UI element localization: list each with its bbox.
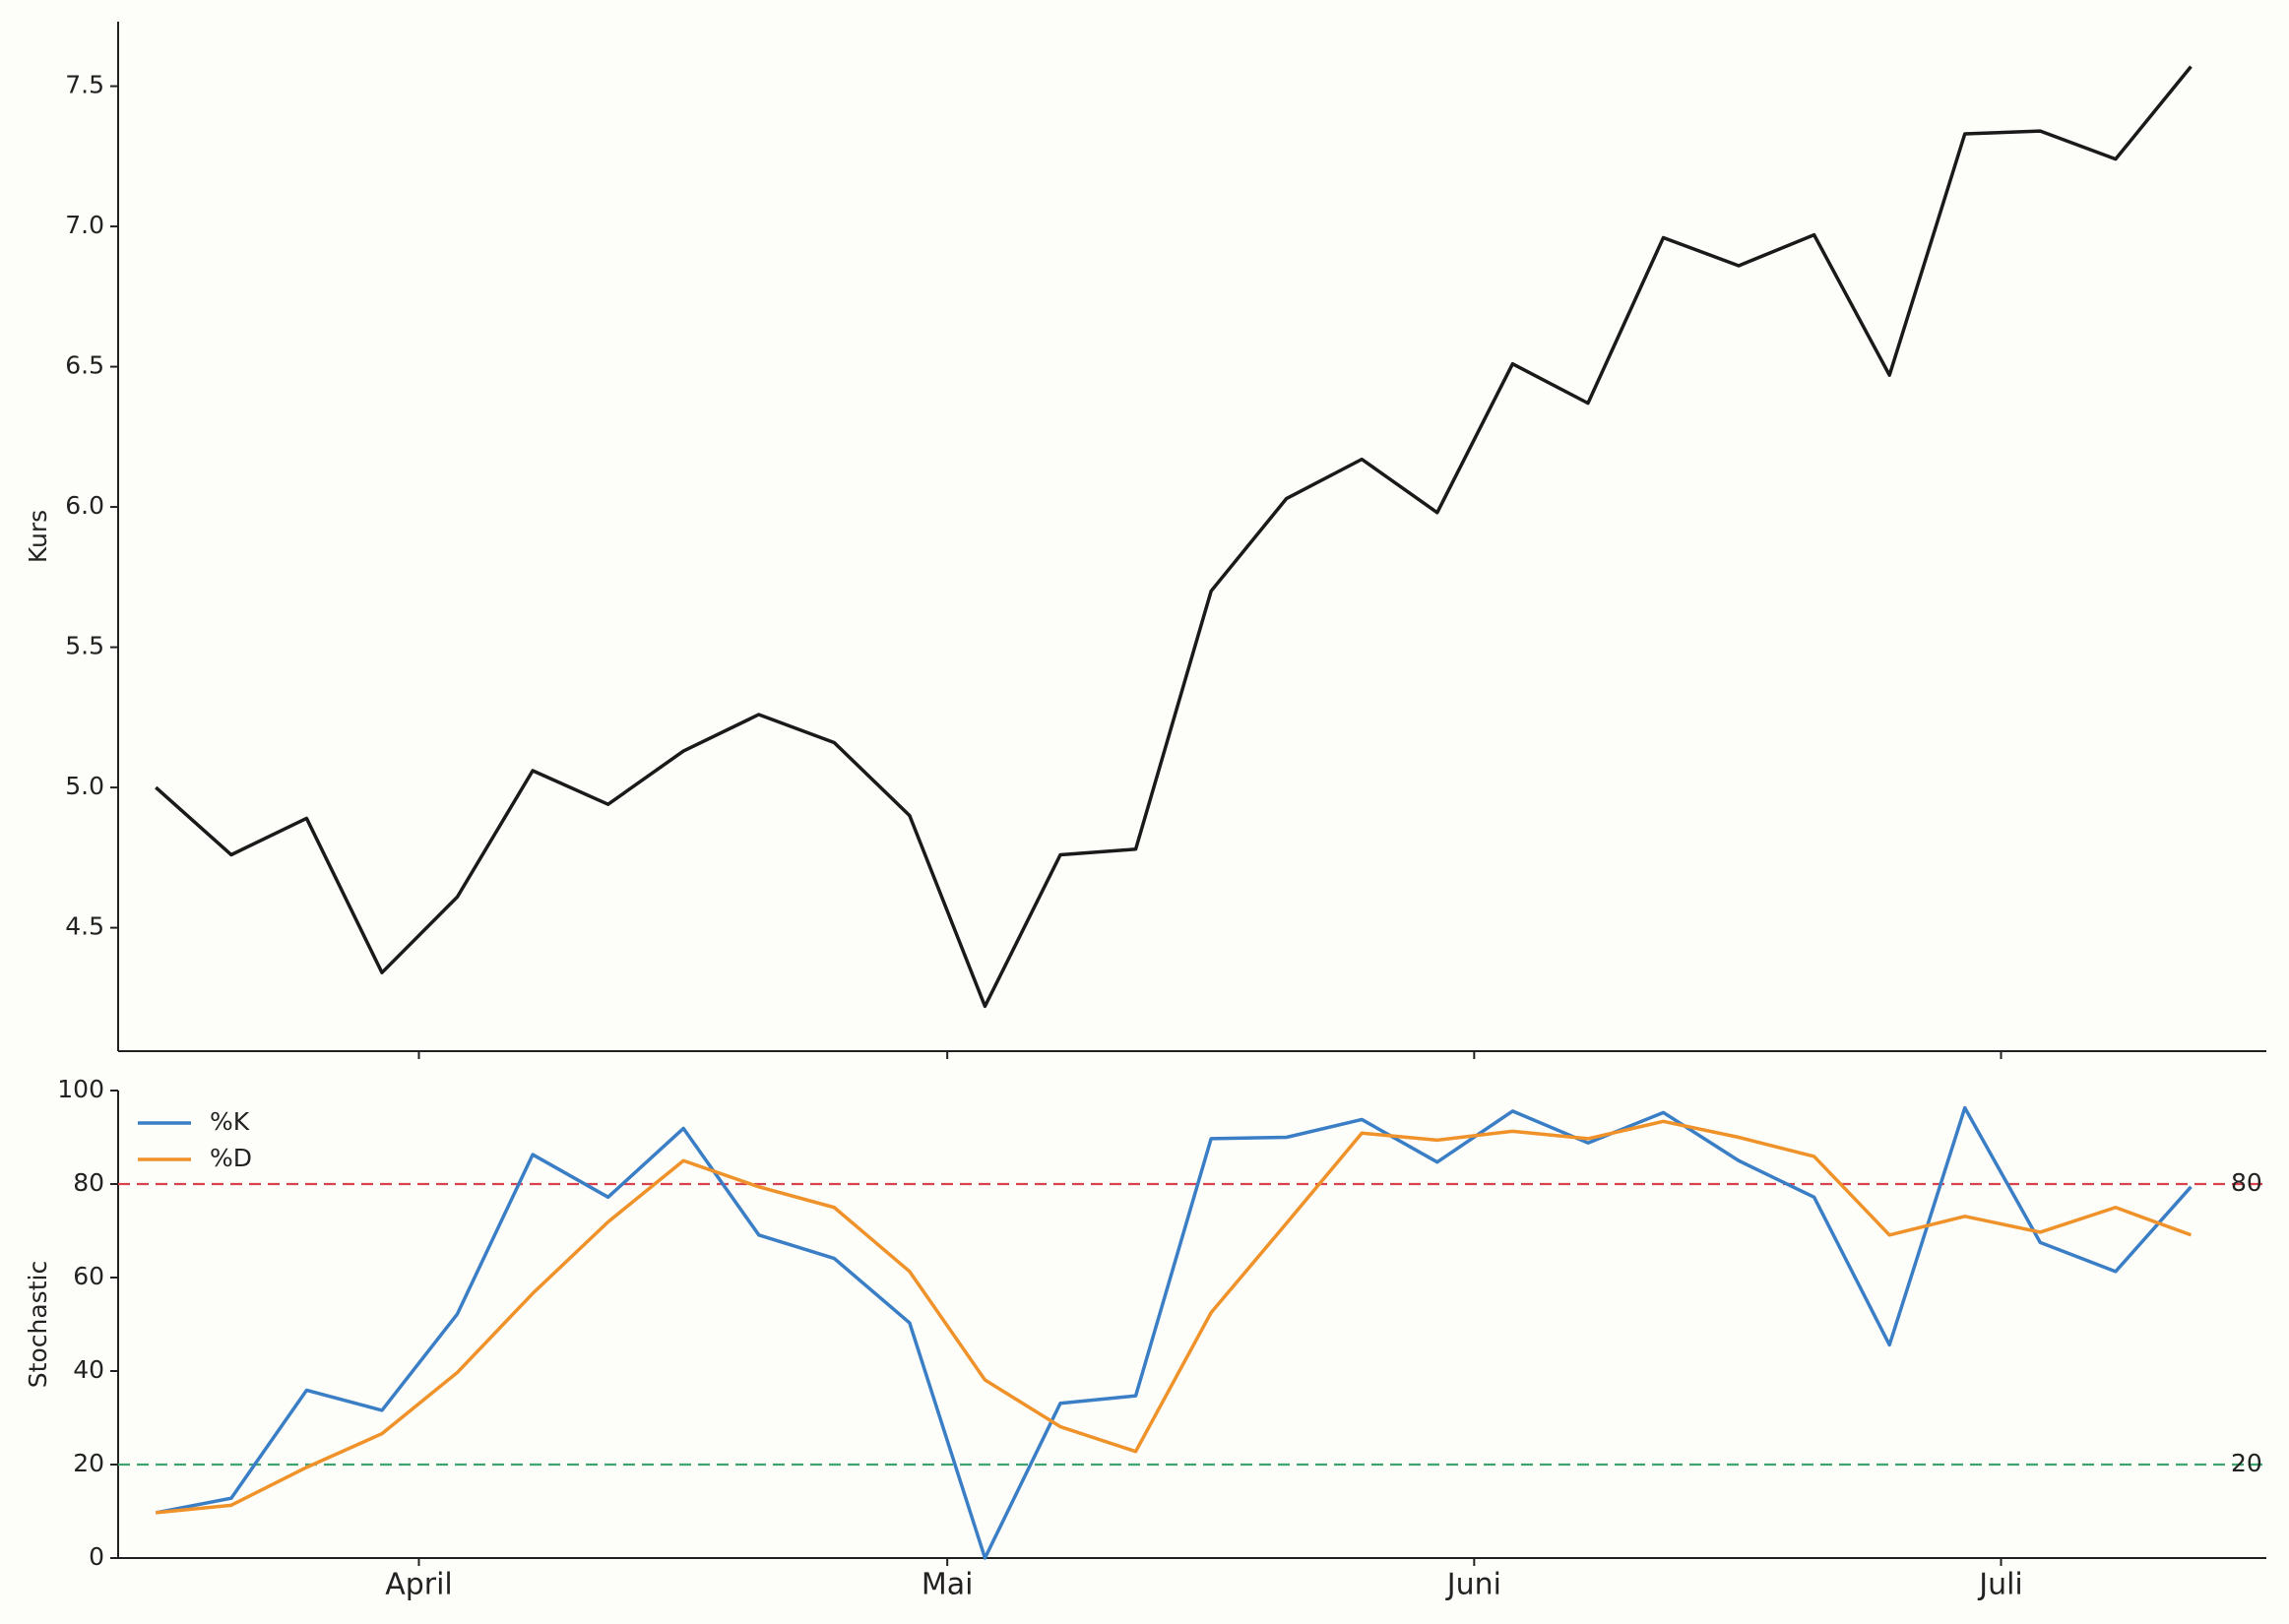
x-tick-label: Juni (1445, 1568, 1501, 1602)
y-tick-label: 6.5 (65, 351, 104, 380)
y-axis-label: Kurs (24, 510, 52, 563)
y-tick-label: 80 (73, 1168, 104, 1197)
y-tick-label: 4.5 (65, 912, 104, 941)
y-tick-label: 0 (89, 1542, 104, 1571)
y-tick-label: 40 (73, 1355, 104, 1384)
legend-label: %K (210, 1107, 250, 1136)
ref-label: 20 (2231, 1449, 2262, 1477)
x-tick-label: Mai (922, 1568, 974, 1602)
price-line (155, 65, 2193, 1009)
legend-label: %D (210, 1144, 252, 1172)
y-tick-label: 7.0 (65, 211, 104, 239)
y-tick-label: 5.5 (65, 632, 104, 660)
series-line (156, 1119, 2193, 1515)
y-tick-label: 60 (73, 1262, 104, 1290)
ref-label: 80 (2231, 1168, 2262, 1197)
y-axis-label: Stochastic (24, 1261, 52, 1388)
y-tick-label: 100 (57, 1075, 104, 1103)
y-tick-label: 5.0 (65, 772, 104, 800)
y-tick-label: 20 (73, 1449, 104, 1477)
y-tick-label: 6.0 (65, 491, 104, 520)
series-line (155, 1105, 2193, 1560)
x-tick-label: Juli (1977, 1568, 2023, 1602)
y-tick-label: 7.5 (65, 71, 104, 99)
x-tick-label: April (385, 1568, 453, 1602)
